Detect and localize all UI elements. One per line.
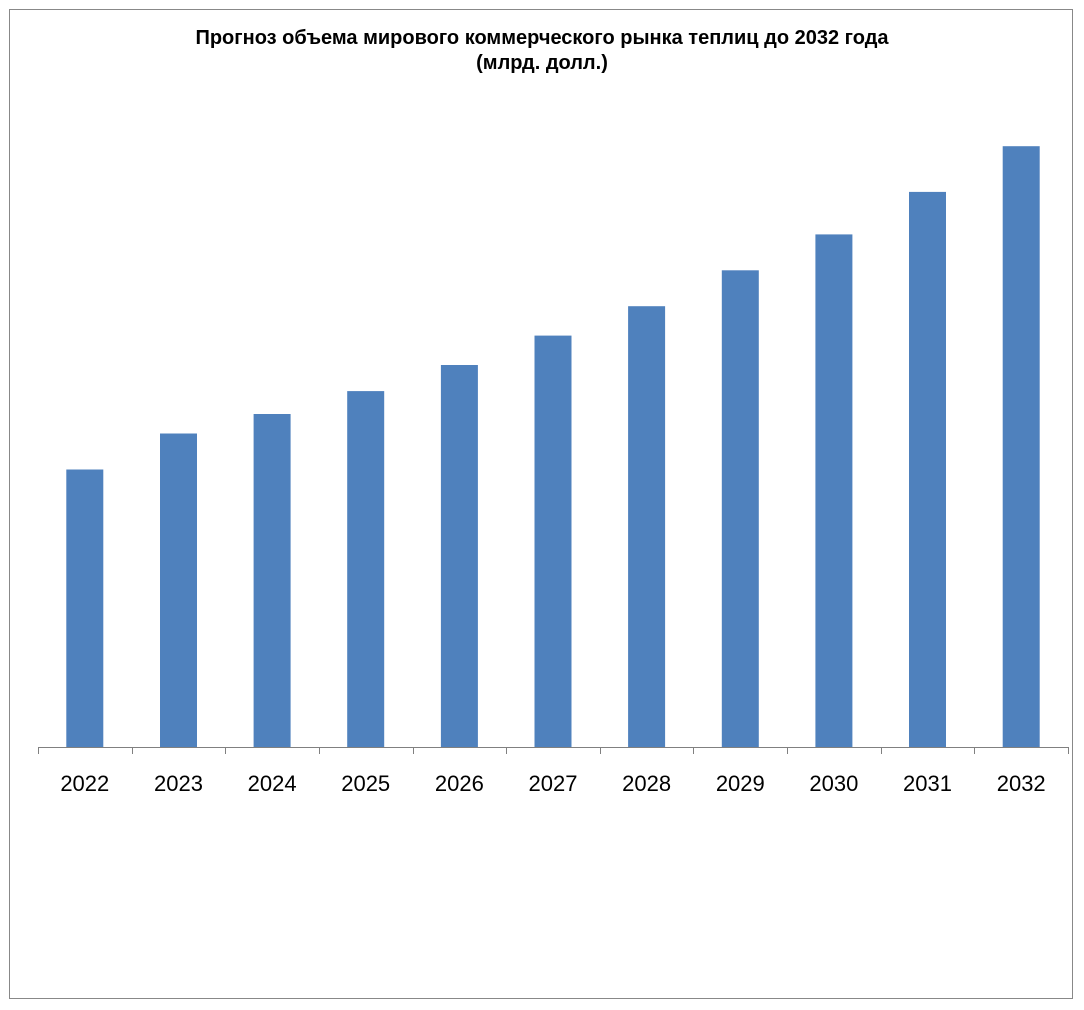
x-tick-label-2025: 2025 [341,771,390,796]
bar-2022 [66,469,104,747]
chart-title-line-2: (млрд. долл.) [476,52,608,74]
x-tick-label-2031: 2031 [903,771,952,796]
x-axis [38,747,1069,754]
x-tick-label-2032: 2032 [997,771,1046,796]
x-tick-label-2026: 2026 [435,771,484,796]
x-tick-label-2027: 2027 [529,771,578,796]
chart-title: Прогноз объема мирового коммерческого ры… [0,26,1084,76]
bar-2023 [160,433,197,747]
x-tick-label-2030: 2030 [809,771,858,796]
bar-2030 [815,234,853,747]
bar-2029 [721,270,759,747]
x-tick-label-2029: 2029 [716,771,765,796]
chart-title-line-1: Прогноз объема мирового коммерческого ры… [195,27,889,49]
bar-2032 [1002,146,1040,747]
x-tick-label-2022: 2022 [60,771,109,796]
bar-2025 [347,391,385,747]
bar-2027 [534,335,572,747]
x-tick-label-2024: 2024 [248,771,297,796]
x-tick-label-2023: 2023 [154,771,203,796]
bar-2026 [440,365,478,747]
x-tick-label-2028: 2028 [622,771,671,796]
bar-2024 [253,414,291,747]
x-axis-tick-labels: 2022 2023 2024 2025 2026 2027 2028 2029 2030 2031… [60,771,1045,796]
bars-layer [66,146,1040,747]
bar-2028 [628,306,666,747]
bar-2031 [909,191,946,747]
